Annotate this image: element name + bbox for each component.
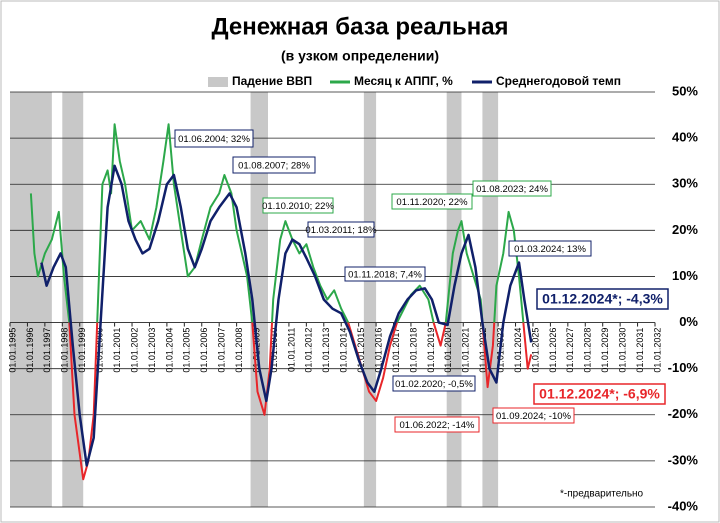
annotation-box — [344, 266, 426, 282]
x-tick-label: 01.01.2012 — [304, 328, 314, 373]
chart-subtitle: (в узком определении) — [281, 48, 439, 64]
x-tick-label: 01.01.1998 — [60, 328, 70, 373]
x-tick-label: 01.01.2003 — [147, 328, 157, 373]
annotation-box — [307, 221, 375, 238]
annotation-box — [536, 288, 669, 310]
annotation-text: 01.12.2024*; -6,9% — [539, 386, 660, 402]
legend-label: Падение ВВП — [232, 74, 312, 88]
x-tick-label: 01.01.2005 — [182, 328, 192, 373]
chart-title: Денежная база реальная — [211, 13, 508, 40]
y-tick-label: 20% — [672, 222, 698, 237]
recession-band — [363, 92, 377, 507]
x-tick-label: 01.01.2017 — [391, 328, 401, 373]
x-tick-label: 01.01.2016 — [373, 328, 383, 373]
x-tick-label: 01.01.2028 — [583, 328, 593, 373]
recession-band — [10, 92, 52, 507]
annotation-box — [472, 180, 552, 197]
x-tick-label: 01.01.2001 — [112, 328, 122, 373]
x-tick-label: 01.01.1999 — [77, 328, 87, 373]
x-tick-label: 01.01.2027 — [565, 328, 575, 373]
series-line — [40, 164, 533, 467]
footnote: *-предварительно — [560, 489, 644, 500]
legend-swatch — [208, 77, 228, 87]
y-tick-label: 40% — [672, 130, 698, 145]
annotation-text: 01.11.2018; 7,4% — [348, 270, 422, 281]
y-tick-label: 50% — [672, 83, 698, 98]
x-tick-label: 01.01.2031 — [635, 328, 645, 373]
x-tick-label: 01.01.2006 — [199, 328, 209, 373]
recession-band — [62, 92, 84, 507]
x-tick-label: 01.01.2014 — [339, 328, 349, 373]
x-tick-label: 01.01.2025 — [530, 328, 540, 373]
annotation-box — [508, 240, 592, 257]
x-tick-label: 01.01.2008 — [234, 328, 244, 373]
x-tick-label: 01.01.2007 — [217, 328, 227, 373]
x-tick-label: 01.01.2018 — [408, 328, 418, 373]
recession-band — [250, 92, 268, 507]
x-tick-label: 01.01.2019 — [426, 328, 436, 373]
annotation-text: 01.08.2007; 28% — [238, 161, 310, 172]
annotation-text: 01.06.2022; -14% — [399, 420, 475, 431]
y-tick-label: -30% — [668, 452, 699, 467]
annotation-box — [232, 156, 316, 174]
annotation-text: 01.09.2024; -10% — [496, 411, 572, 422]
annotation-text: 01.10.2010; 22% — [262, 201, 334, 212]
annotation-text: 01.08.2023; 24% — [476, 184, 548, 195]
y-tick-label: 10% — [672, 268, 698, 283]
x-tick-label: 01.01.2032 — [652, 328, 662, 373]
x-tick-label: 01.01.2015 — [356, 328, 366, 373]
x-tick-label: 01.01.2026 — [548, 328, 558, 373]
annotation-box — [174, 129, 254, 148]
y-tick-label: -10% — [668, 360, 699, 375]
annotation-box — [492, 407, 575, 424]
x-tick-label: 01.01.1997 — [42, 328, 52, 373]
x-tick-label: 01.01.2002 — [129, 328, 139, 373]
x-tick-label: 01.01.2004 — [164, 328, 174, 373]
annotation-box — [392, 375, 476, 392]
x-tick-label: 01.01.2030 — [618, 328, 628, 373]
legend-label: Среднегодовой темп — [496, 74, 621, 88]
x-tick-label: 01.01.2011 — [286, 328, 296, 372]
y-tick-label: 0% — [679, 314, 698, 329]
annotation-box — [391, 193, 473, 210]
x-tick-label: 01.01.1996 — [25, 328, 35, 373]
legend-label: Месяц к АППГ, % — [354, 74, 453, 88]
series-line — [29, 123, 533, 481]
x-tick-label: 01.01.2020 — [443, 328, 453, 373]
annotation-text: 01.03.2011; 18% — [305, 225, 377, 236]
x-tick-label: 01.01.1995 — [7, 328, 17, 373]
y-tick-label: -40% — [668, 498, 699, 513]
annotation-text: 01.12.2024*; -4,3% — [542, 291, 663, 307]
y-tick-label: -20% — [668, 406, 699, 421]
annotation-text: 01.03.2024; 13% — [514, 244, 586, 255]
annotation-text: 01.02.2020; -0,5% — [395, 379, 473, 390]
annotation-box — [533, 383, 666, 405]
annotation-text: 01.06.2004; 32% — [178, 134, 250, 145]
annotation-box — [262, 197, 334, 214]
y-tick-label: 30% — [672, 176, 698, 191]
x-tick-label: 01.01.2022 — [478, 328, 488, 373]
x-tick-label: 01.01.2029 — [600, 328, 610, 373]
x-tick-label: 01.01.2021 — [461, 328, 471, 373]
x-tick-label: 01.01.2013 — [321, 328, 331, 373]
x-tick-label: 01.01.2024 — [513, 328, 523, 373]
annotation-text: 01.11.2020; 22% — [396, 197, 468, 208]
annotation-box — [394, 416, 480, 433]
